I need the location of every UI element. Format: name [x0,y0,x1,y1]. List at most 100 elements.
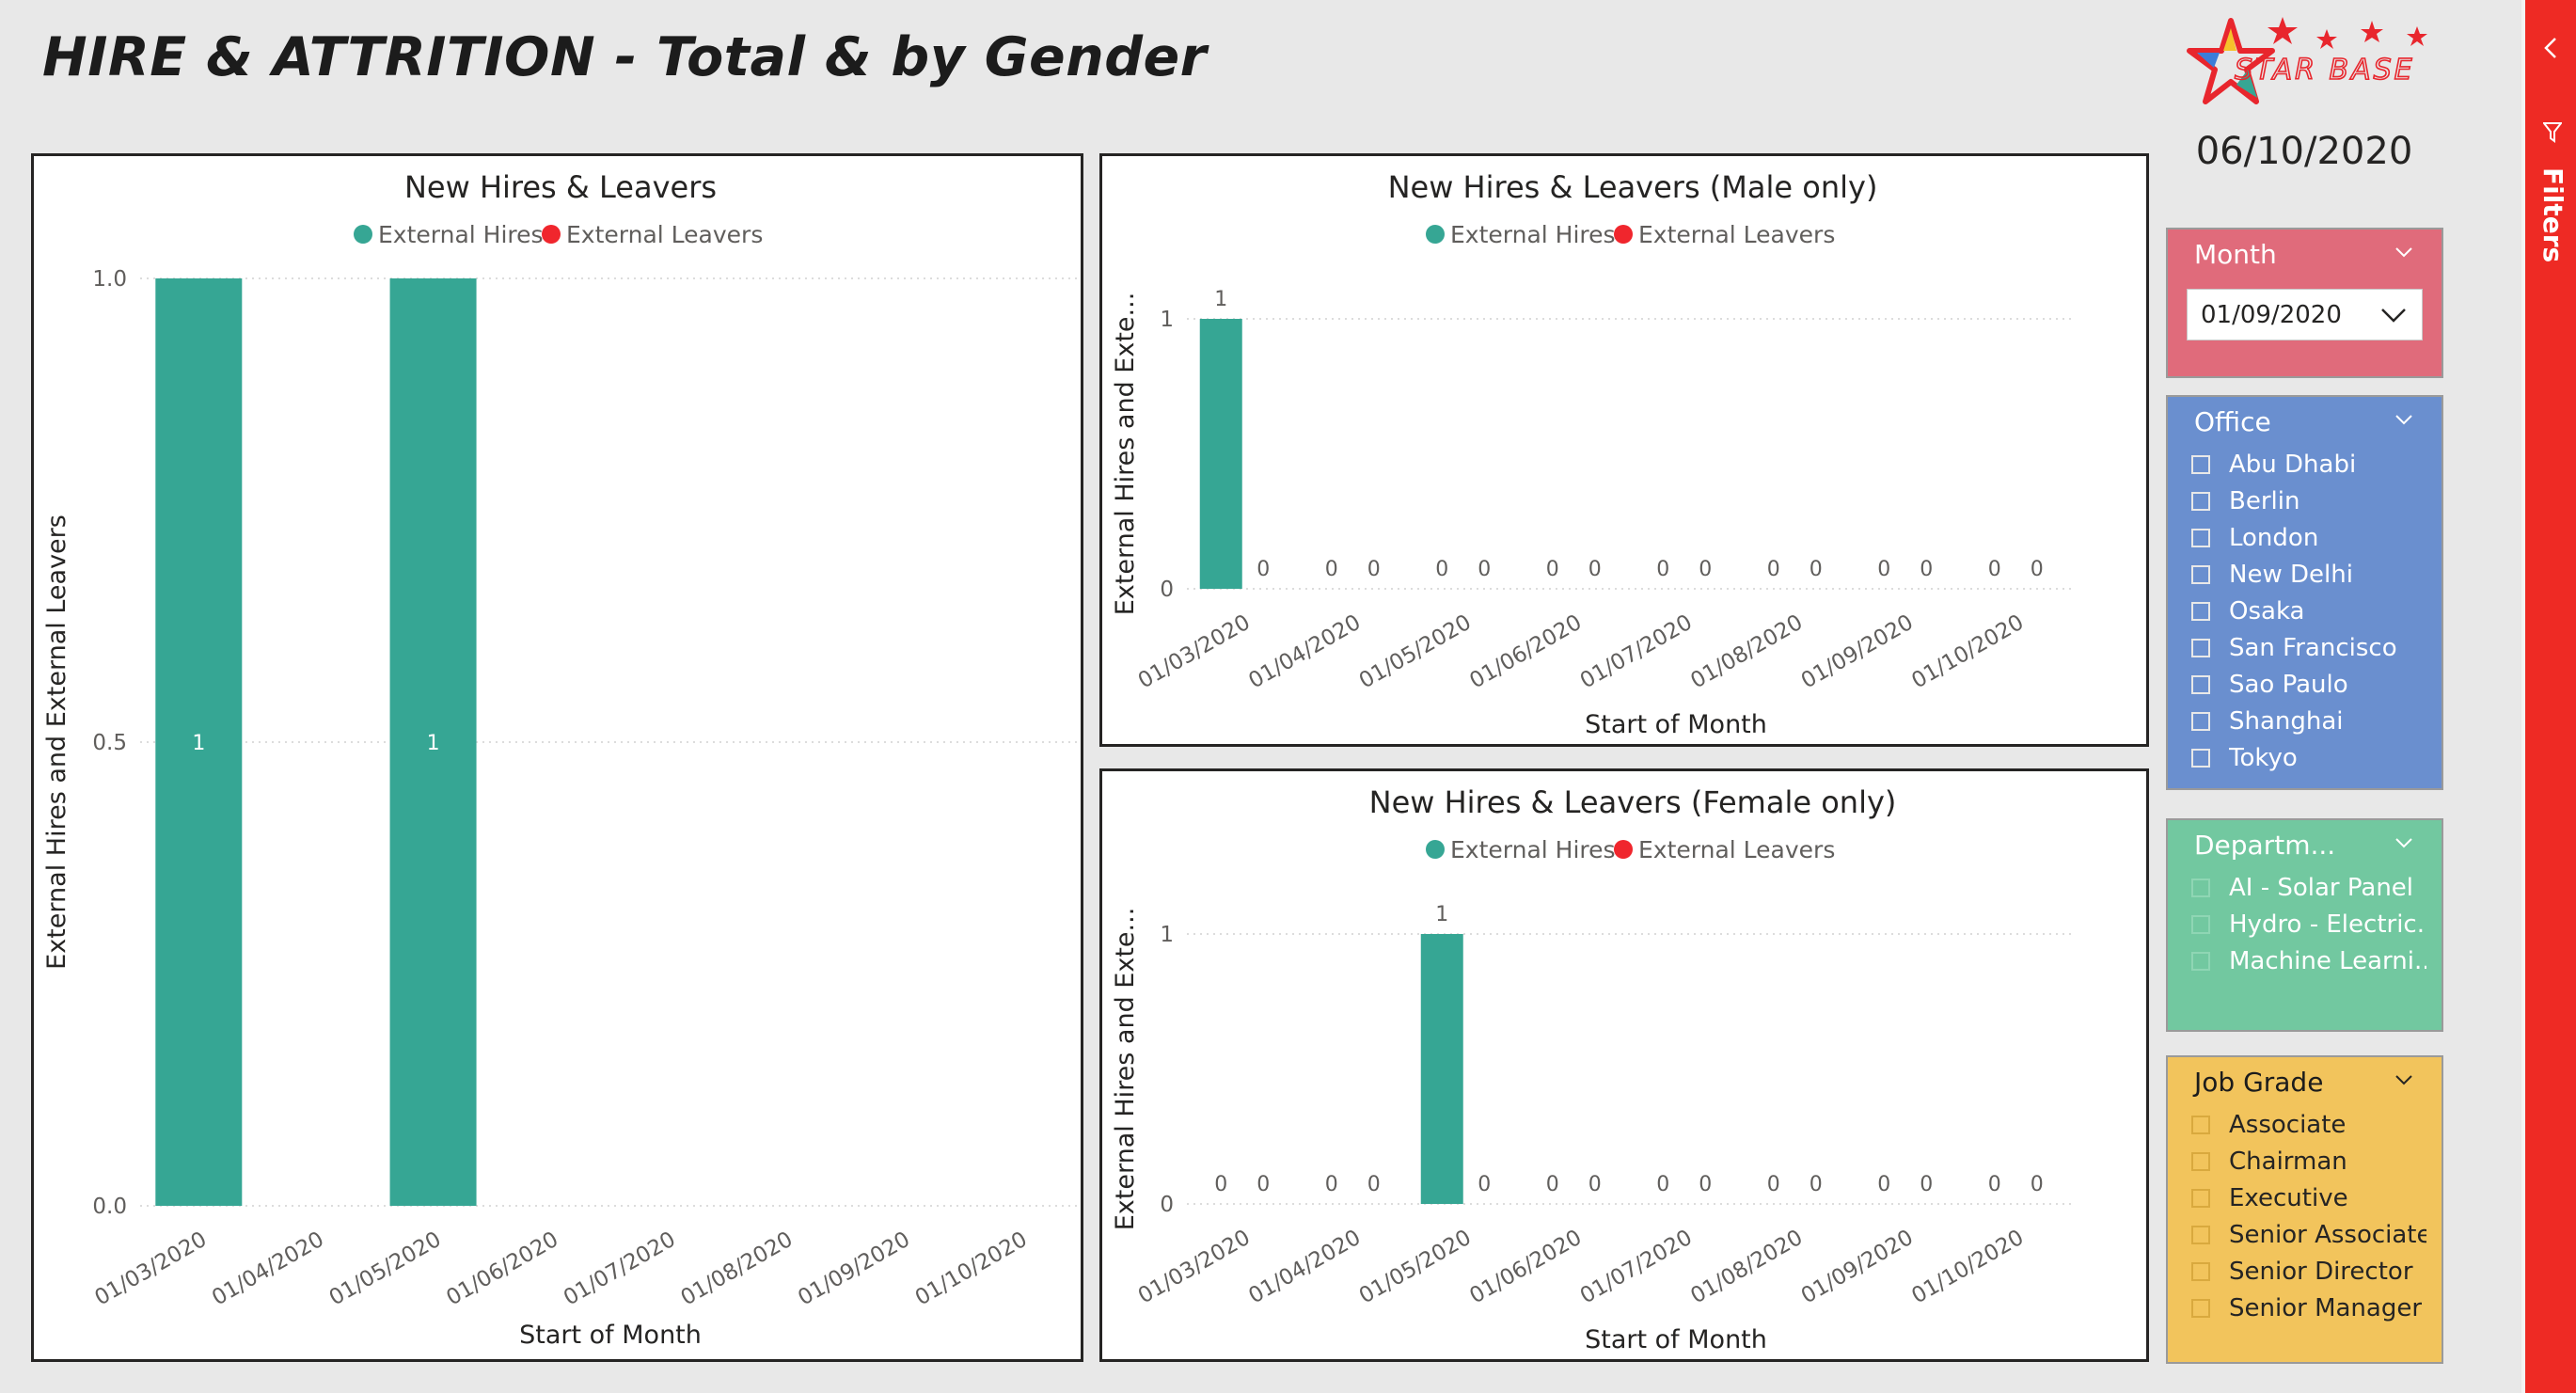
office-option-abu-dhabi[interactable]: Abu Dhabi [2191,446,2442,483]
logo-small-star [2407,26,2427,46]
office-option-shanghai[interactable]: Shanghai [2191,703,2442,739]
data-label: 0 [1256,558,1270,581]
checkbox[interactable] [2191,1151,2210,1171]
chevron-down-icon [2381,309,2406,323]
option-label: Senior Director [2229,1257,2413,1286]
x-tick-label: 01/06/2020 [1465,610,1586,694]
chevron-down-icon[interactable] [2394,243,2413,261]
data-label: 0 [1478,558,1491,581]
checkbox[interactable] [2191,711,2210,731]
checkbox[interactable] [2191,1188,2210,1208]
option-label: Osaka [2229,596,2305,625]
office-option-tokyo[interactable]: Tokyo [2191,739,2442,776]
chart-total[interactable]: New Hires & Leavers External Hires Externa… [31,153,1083,1362]
logo-small-star [2361,21,2383,42]
data-label: 0 [2031,558,2044,581]
office-option-new-delhi[interactable]: New Delhi [2191,556,2442,593]
x-tick-label: 01/06/2020 [442,1227,562,1311]
funnel-icon[interactable] [2543,121,2562,144]
x-tick-label: 01/09/2020 [1797,1226,1918,1309]
x-tick-label: 01/03/2020 [90,1227,211,1311]
legend-label: External Hires [1450,221,1616,248]
job-grade-option-executive[interactable]: Executive [2191,1179,2442,1216]
checkbox[interactable] [2191,1261,2210,1281]
legend-marker [1614,225,1633,244]
checkbox[interactable] [2191,1298,2210,1318]
filters-label[interactable]: Filters [2537,167,2568,263]
x-tick-label: 01/05/2020 [1355,610,1476,694]
y-axis-title: External Hires and Exte... [1111,293,1140,616]
job-grade-option-senior-associate[interactable]: Senior Associate [2191,1216,2442,1253]
legend-label: External Hires [378,221,544,248]
chevron-left-icon[interactable] [2542,36,2559,60]
data-label: 0 [1546,1173,1559,1196]
checkbox[interactable] [2191,878,2210,897]
data-label: 0 [1546,558,1559,581]
job-grade-option-senior-manager[interactable]: Senior Manager [2191,1290,2442,1326]
option-label: Chairman [2229,1147,2347,1176]
data-label: 0 [1920,1173,1933,1196]
department-option-machine-learning[interactable]: Machine Learni... [2191,942,2442,979]
chart-female[interactable]: New Hires & Leavers (Female only) Externa… [1099,768,2149,1362]
chart-title: New Hires & Leavers (Male only) [1388,169,1878,205]
month-dropdown[interactable]: 01/09/2020 [2187,289,2423,340]
office-slicer-title: Office [2194,406,2271,437]
checkbox[interactable] [2191,564,2210,584]
job-grade-option-chairman[interactable]: Chairman [2191,1143,2442,1179]
job-grade-option-associate[interactable]: Associate [2191,1106,2442,1143]
option-label: London [2229,523,2319,552]
option-label: New Delhi [2229,560,2353,589]
checkbox[interactable] [2191,748,2210,768]
office-slicer-header[interactable]: Office [2168,397,2442,446]
x-tick-label: 01/07/2020 [560,1227,680,1311]
checkbox[interactable] [2191,1115,2210,1134]
department-slicer-header[interactable]: Departm... [2168,820,2442,869]
month-slicer: Month 01/09/2020 [2166,228,2443,378]
data-label: 0 [1656,1173,1669,1196]
chevron-down-icon[interactable] [2394,833,2413,852]
x-tick-label: 01/09/2020 [1797,610,1918,694]
department-option-ai-solar-panel[interactable]: AI - Solar Panel [2191,869,2442,906]
checkbox[interactable] [2191,454,2210,474]
checkbox[interactable] [2191,601,2210,621]
checkbox[interactable] [2191,491,2210,511]
option-label: Executive [2229,1183,2348,1212]
logo-small-star [2268,17,2298,44]
office-option-sao-paulo[interactable]: Sao Paulo [2191,666,2442,703]
option-label: San Francisco [2229,633,2397,662]
checkbox[interactable] [2191,674,2210,694]
x-tick-label: 01/03/2020 [1134,610,1255,694]
chevron-down-icon[interactable] [2394,410,2413,429]
office-option-osaka[interactable]: Osaka [2191,593,2442,629]
month-slicer-header[interactable]: Month [2168,230,2442,278]
office-option-london[interactable]: London [2191,519,2442,556]
checkbox[interactable] [2191,528,2210,547]
data-label: 0 [1478,1173,1491,1196]
x-tick-label: 01/05/2020 [325,1227,446,1311]
checkbox[interactable] [2191,1225,2210,1244]
chart-male[interactable]: New Hires & Leavers (Male only) External … [1099,153,2149,747]
office-option-berlin[interactable]: Berlin [2191,483,2442,519]
job-grade-slicer-header[interactable]: Job Grade [2168,1057,2442,1106]
job-grade-option-senior-director[interactable]: Senior Director [2191,1253,2442,1290]
filters-pane[interactable]: Filters [2521,0,2576,1393]
checkbox[interactable] [2191,951,2210,971]
hires-bar [1420,934,1463,1204]
chevron-down-icon[interactable] [2394,1070,2413,1089]
office-option-san-francisco[interactable]: San Francisco [2191,629,2442,666]
checkbox[interactable] [2191,638,2210,657]
department-option-hydro-electric[interactable]: Hydro - Electric... [2191,906,2442,942]
option-label: Associate [2229,1110,2347,1139]
data-label: 1 [427,732,440,755]
option-label: Machine Learni... [2229,946,2426,975]
checkbox[interactable] [2191,914,2210,934]
data-label: 0 [1699,558,1712,581]
data-label: 0 [1920,558,1933,581]
hires-bar [389,278,477,1206]
option-label: Hydro - Electric... [2229,910,2426,939]
report-date: 06/10/2020 [2195,130,2413,173]
x-tick-label: 01/05/2020 [1355,1226,1476,1309]
y-axis-title: External Hires and Exte... [1111,908,1140,1231]
chart-title: New Hires & Leavers (Female only) [1369,784,1897,820]
x-tick-label: 01/08/2020 [1686,610,1807,694]
